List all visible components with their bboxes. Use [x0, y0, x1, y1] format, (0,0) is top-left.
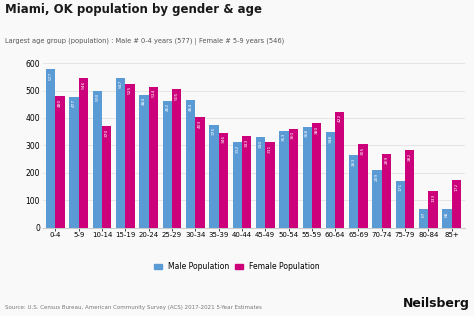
Bar — [452, 180, 461, 228]
Text: 514: 514 — [151, 89, 155, 97]
Text: 462: 462 — [165, 103, 169, 112]
Text: Largest age group (population) : Male # 0-4 years (577) | Female # 5-9 years (54: Largest age group (population) : Male # … — [5, 38, 284, 45]
Bar — [79, 78, 88, 228]
Bar — [358, 144, 368, 228]
Bar — [265, 142, 274, 228]
Bar — [233, 142, 242, 228]
Text: 346: 346 — [221, 135, 225, 143]
Bar — [55, 96, 65, 228]
Bar — [312, 124, 321, 228]
Text: 464: 464 — [189, 103, 192, 111]
Text: 484: 484 — [142, 97, 146, 106]
Text: 480: 480 — [58, 98, 62, 106]
Text: 577: 577 — [49, 72, 53, 80]
Bar — [335, 112, 345, 228]
Bar — [405, 150, 414, 228]
Bar — [163, 101, 172, 228]
Text: 133: 133 — [431, 193, 435, 202]
Text: Neilsberg: Neilsberg — [402, 297, 469, 310]
Bar — [210, 125, 219, 228]
Bar — [256, 137, 265, 228]
Text: 68: 68 — [445, 211, 449, 216]
Bar — [102, 126, 111, 228]
Text: 282: 282 — [408, 153, 412, 161]
Bar — [289, 129, 298, 228]
Bar — [302, 127, 312, 228]
Text: 348: 348 — [328, 134, 332, 143]
Text: 370: 370 — [105, 128, 109, 137]
Bar — [396, 181, 405, 228]
Text: 311: 311 — [268, 144, 272, 153]
Text: 209: 209 — [375, 173, 379, 181]
Text: 500: 500 — [95, 93, 100, 101]
Bar — [242, 136, 251, 228]
Text: 305: 305 — [361, 146, 365, 155]
Text: 353: 353 — [282, 133, 286, 142]
Bar — [195, 117, 205, 228]
Bar — [93, 91, 102, 228]
Text: 380: 380 — [315, 126, 319, 134]
Text: 360: 360 — [291, 131, 295, 139]
Text: 330: 330 — [259, 139, 263, 148]
Text: 368: 368 — [305, 129, 309, 137]
Bar — [116, 78, 126, 228]
Text: 547: 547 — [119, 80, 123, 88]
Bar — [326, 132, 335, 228]
Text: 333: 333 — [245, 138, 248, 147]
Bar — [172, 89, 182, 228]
Bar — [382, 154, 391, 228]
Bar — [46, 70, 55, 228]
Bar — [373, 170, 382, 228]
Text: 269: 269 — [384, 156, 388, 164]
Text: 505: 505 — [175, 91, 179, 100]
Bar — [139, 95, 149, 228]
Text: 403: 403 — [198, 119, 202, 128]
Text: 67: 67 — [422, 211, 426, 217]
Bar — [442, 209, 452, 228]
Bar — [126, 84, 135, 228]
Bar — [70, 97, 79, 228]
Bar — [219, 133, 228, 228]
Bar — [419, 209, 428, 228]
Bar — [349, 155, 358, 228]
Text: 312: 312 — [235, 144, 239, 153]
Text: 172: 172 — [455, 183, 458, 191]
Text: 422: 422 — [338, 114, 342, 122]
Text: 171: 171 — [399, 183, 402, 191]
Legend: Male Population, Female Population: Male Population, Female Population — [154, 262, 320, 271]
Text: 477: 477 — [72, 99, 76, 107]
Text: Source: U.S. Census Bureau, American Community Survey (ACS) 2017-2021 5-Year Est: Source: U.S. Census Bureau, American Com… — [5, 305, 262, 310]
Text: 263: 263 — [352, 158, 356, 166]
Text: 546: 546 — [82, 80, 85, 88]
Bar — [186, 100, 195, 228]
Bar — [149, 87, 158, 228]
Text: Miami, OK population by gender & age: Miami, OK population by gender & age — [5, 3, 262, 16]
Text: 525: 525 — [128, 86, 132, 94]
Bar — [279, 131, 289, 228]
Text: 375: 375 — [212, 127, 216, 135]
Bar — [428, 191, 438, 228]
